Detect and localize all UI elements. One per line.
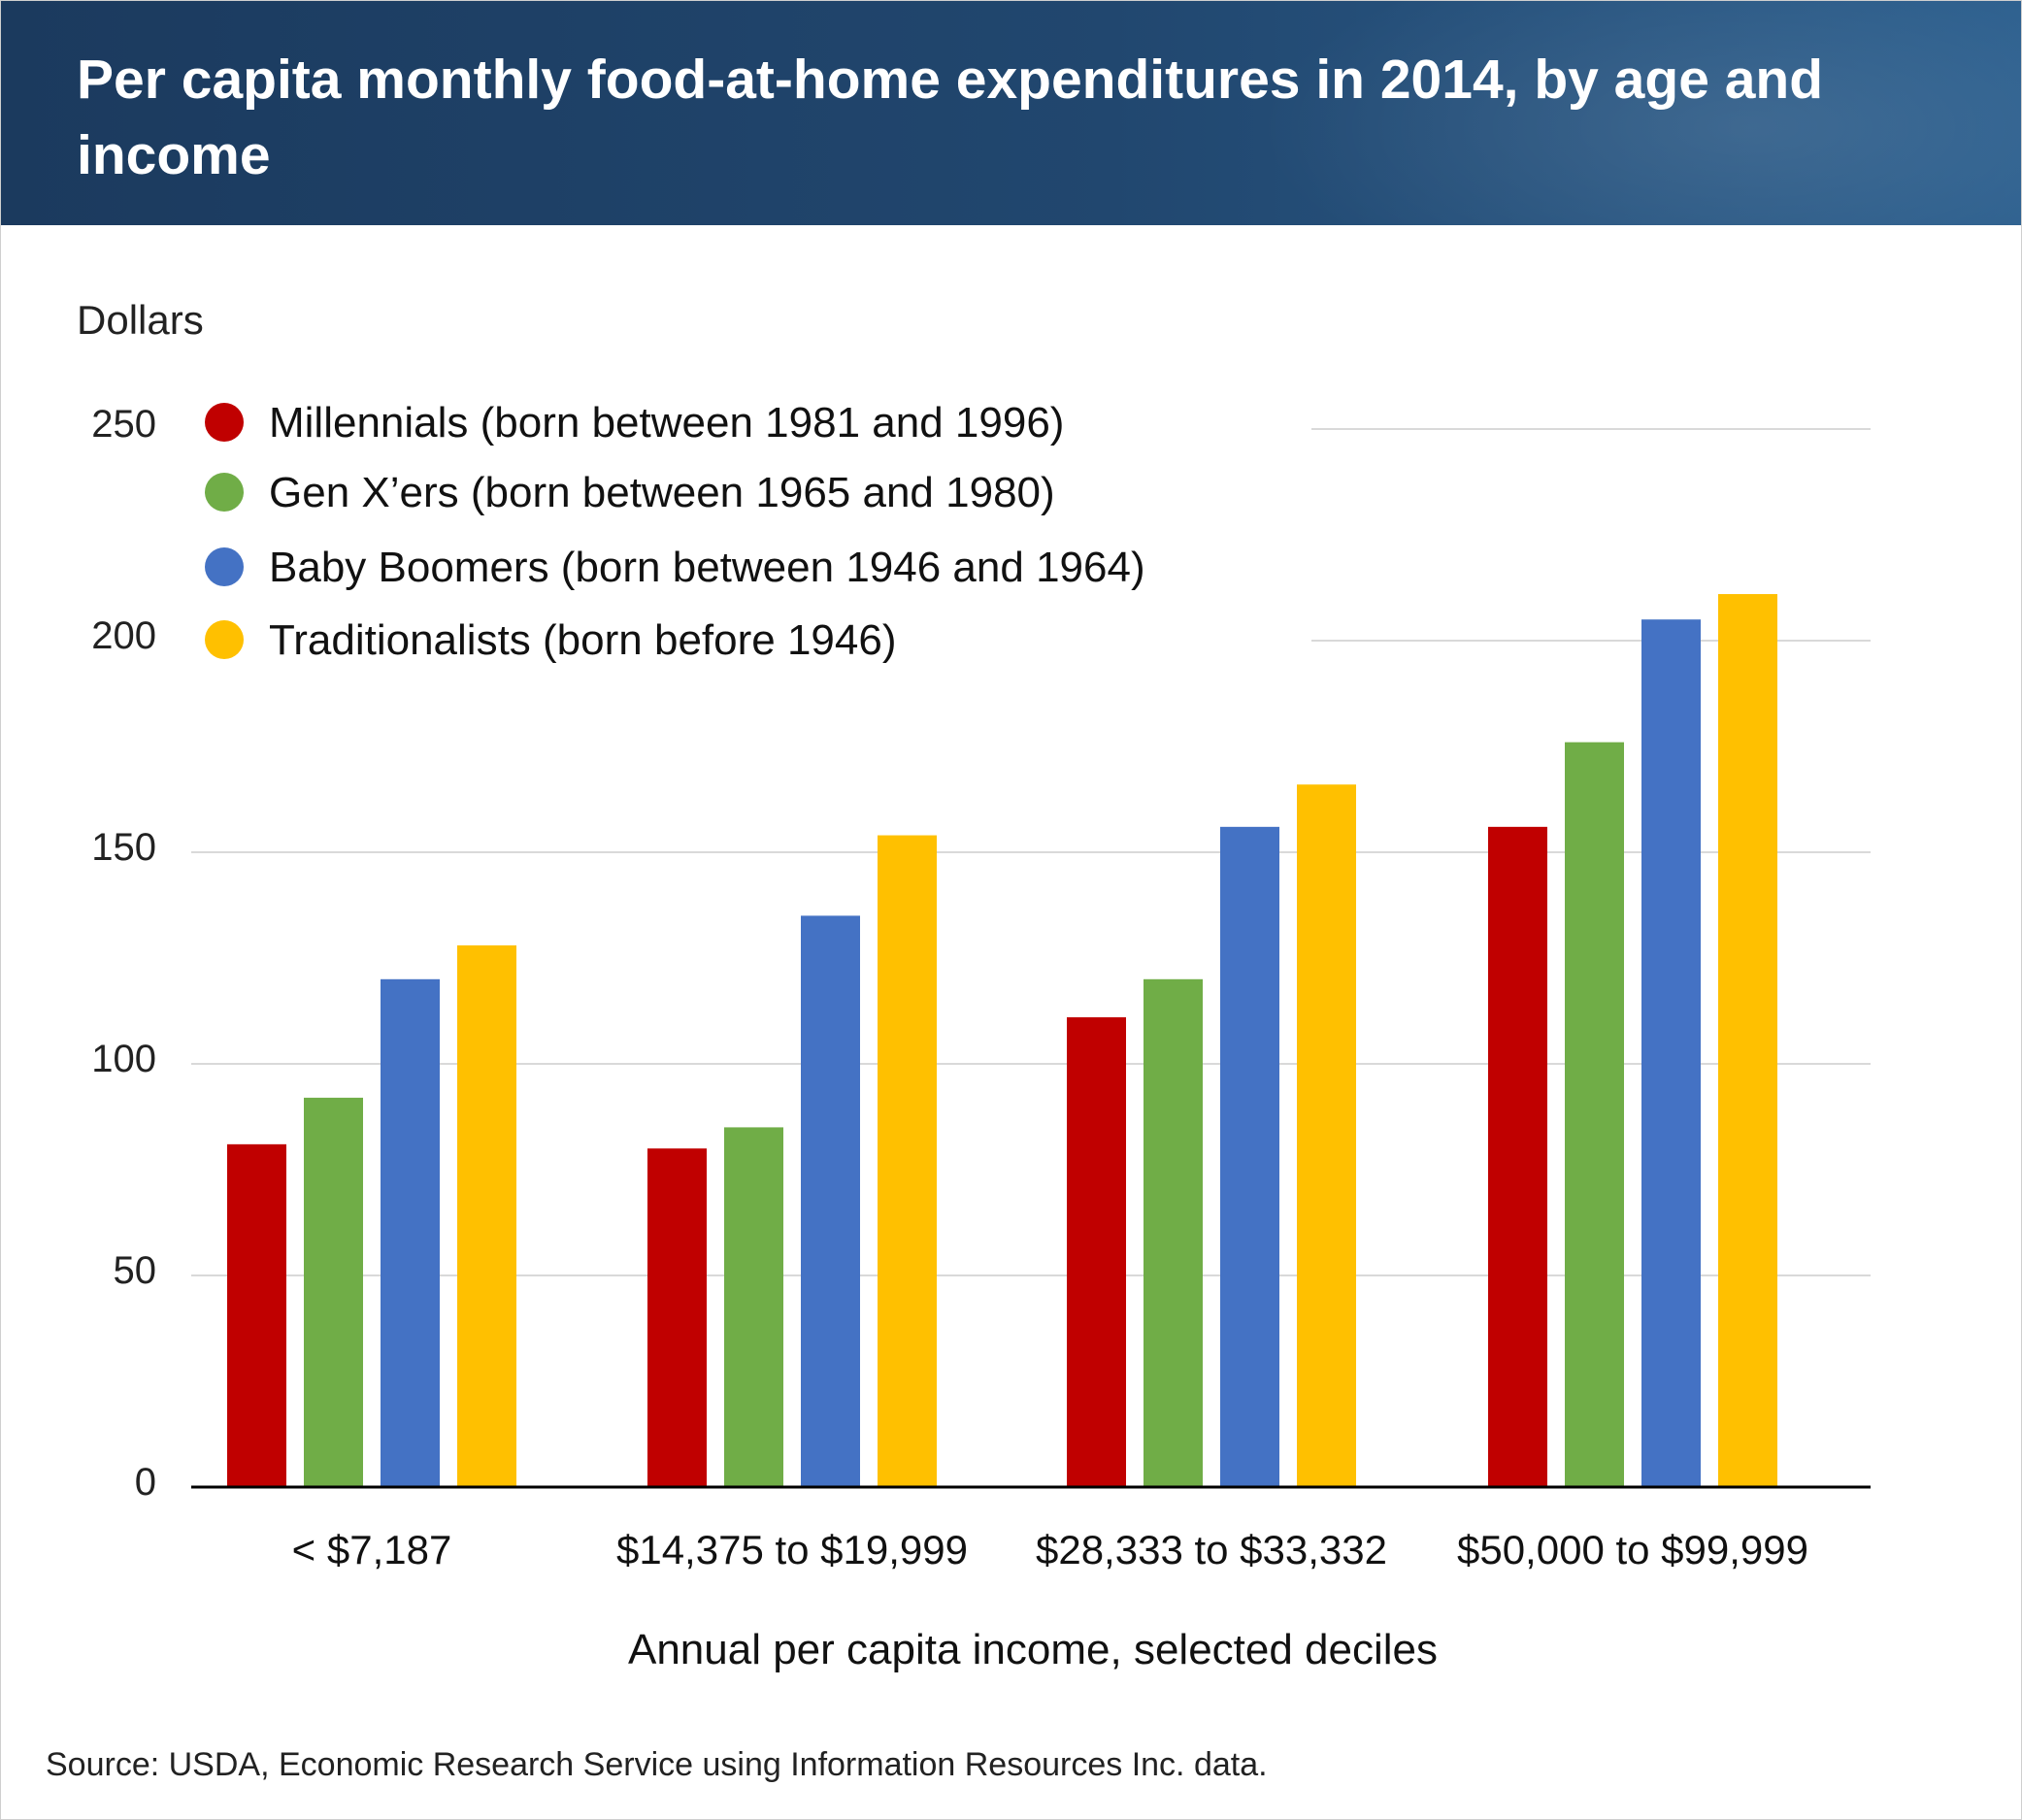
- legend-swatch: [205, 403, 244, 442]
- y-tick-label: 0: [135, 1461, 156, 1504]
- y-axis-title: Dollars: [77, 297, 204, 343]
- legend-label: Millennials (born between 1981 and 1996): [269, 399, 1064, 447]
- legend-label: Baby Boomers (born between 1946 and 1964…: [269, 544, 1145, 591]
- bar-boomers: [801, 915, 860, 1487]
- bar-millennials: [227, 1143, 286, 1487]
- bar-traditionalists: [878, 835, 937, 1487]
- title-banner: Per capita monthly food-at-home expendit…: [1, 1, 2021, 225]
- bar-genx: [1565, 742, 1624, 1487]
- legend-label: Gen X’ers (born between 1965 and 1980): [269, 469, 1055, 516]
- bar-genx: [724, 1127, 783, 1487]
- y-tick-label: 250: [91, 403, 156, 446]
- bar-genx: [1144, 978, 1203, 1487]
- bar-boomers: [1220, 826, 1279, 1487]
- banner-sheen: [1214, 1, 2021, 225]
- bar-traditionalists: [1297, 784, 1356, 1487]
- x-axis-title: Annual per capita income, selected decil…: [628, 1626, 1438, 1673]
- bar-boomers: [1641, 619, 1701, 1487]
- bar-millennials: [1067, 1017, 1126, 1487]
- bar-millennials: [647, 1148, 707, 1487]
- y-tick-label: 200: [91, 614, 156, 657]
- x-tick-label: $14,375 to $19,999: [616, 1527, 968, 1572]
- bar-genx: [304, 1097, 363, 1487]
- chart-title: Per capita monthly food-at-home expendit…: [77, 49, 1824, 186]
- legend-swatch: [205, 473, 244, 512]
- y-tick-label: 150: [91, 826, 156, 869]
- y-tick-label: 50: [114, 1249, 157, 1292]
- bar-millennials: [1488, 826, 1547, 1487]
- bar-traditionalists: [1718, 594, 1777, 1487]
- legend-swatch: [205, 547, 244, 586]
- y-tick-label: 100: [91, 1038, 156, 1080]
- legend-swatch: [205, 620, 244, 659]
- bar-traditionalists: [457, 944, 516, 1487]
- bar-boomers: [381, 978, 440, 1487]
- legend-label: Traditionalists (born before 1946): [269, 616, 897, 664]
- x-tick-label: $50,000 to $99,999: [1457, 1527, 1808, 1572]
- x-tick-label: $28,333 to $33,332: [1036, 1527, 1387, 1572]
- x-tick-label: < $7,187: [292, 1527, 452, 1572]
- source-note: Source: USDA, Economic Research Service …: [46, 1746, 1268, 1783]
- bar-chart: 0 50 100 150 200 250 Dollars < $7,187 $14,375 to…: [77, 297, 1871, 1673]
